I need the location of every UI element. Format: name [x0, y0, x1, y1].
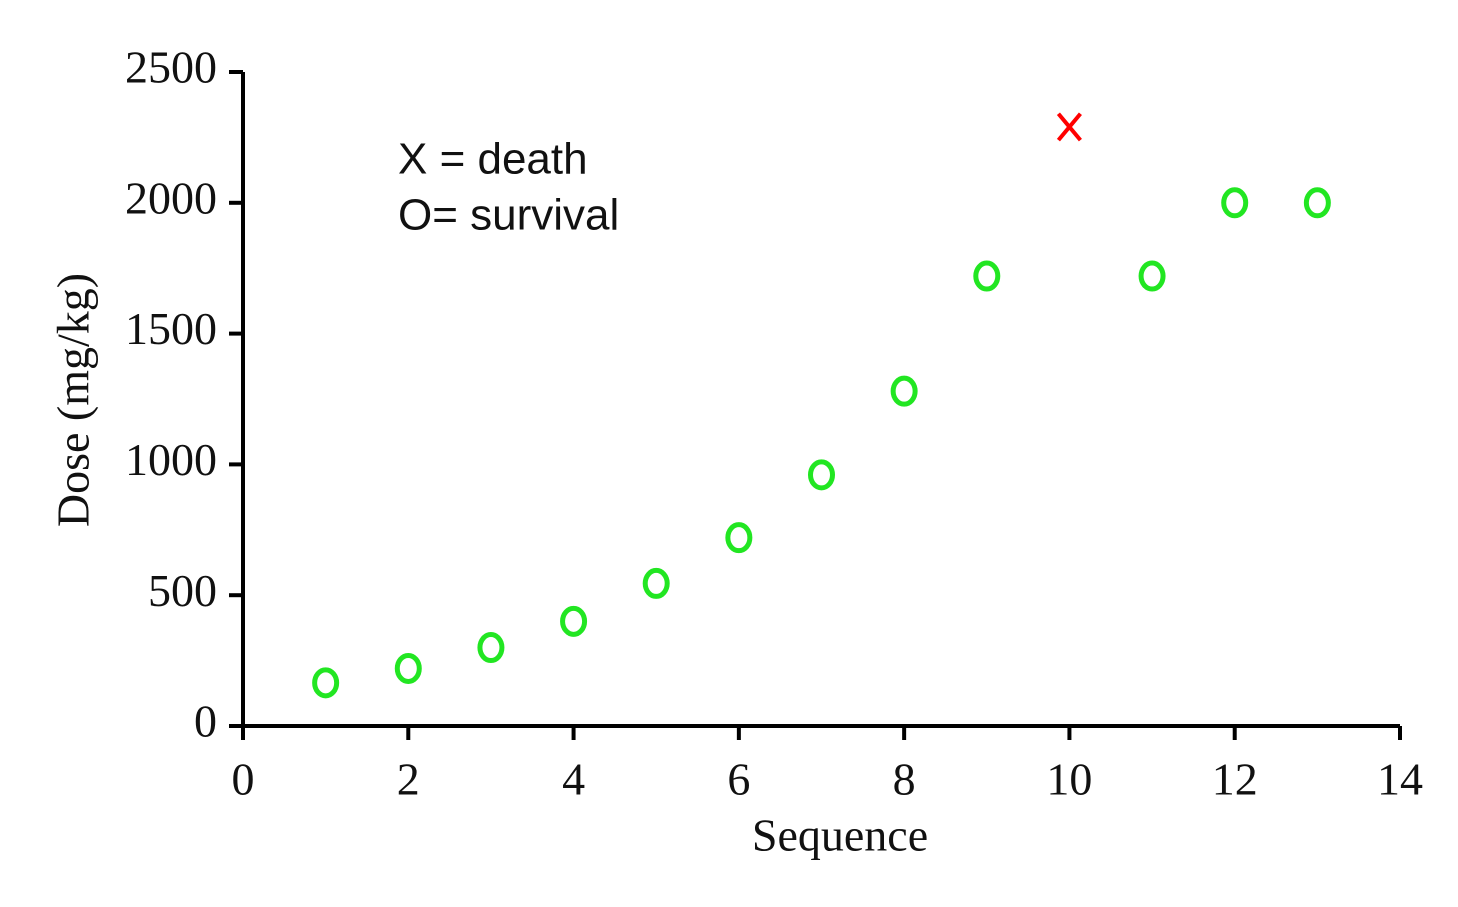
- point: [1056, 112, 1082, 142]
- x-tick-label: 12: [1212, 754, 1258, 805]
- y-axis-label: Dose (mg/kg): [48, 273, 99, 527]
- x-tick-label: 14: [1377, 754, 1423, 805]
- point: [725, 522, 753, 554]
- x-tick-label: 4: [562, 754, 585, 805]
- x-tick-label: 2: [397, 754, 420, 805]
- x-tick-label: 8: [893, 754, 916, 805]
- point: [890, 375, 918, 407]
- point: [1221, 187, 1249, 219]
- y-tick-label: 0: [194, 696, 217, 747]
- point: [642, 567, 670, 599]
- point: [1138, 260, 1166, 292]
- y-tick-label: 1500: [125, 303, 217, 354]
- y-tick-label: 500: [148, 565, 217, 616]
- point: [394, 652, 422, 684]
- x-tick-label: 0: [232, 754, 255, 805]
- y-tick-label: 1000: [125, 434, 217, 485]
- legend-entry: O= survival: [398, 191, 619, 240]
- x-axis-label: Sequence: [752, 810, 928, 861]
- x-tick-label: 6: [727, 754, 750, 805]
- y-tick-label: 2000: [125, 172, 217, 223]
- point: [312, 667, 340, 699]
- point: [477, 632, 505, 664]
- point: [1303, 187, 1331, 219]
- y-tick-label: 2500: [125, 42, 217, 93]
- point: [973, 260, 1001, 292]
- point: [560, 605, 588, 637]
- point: [808, 459, 835, 491]
- legend-entry: X = death: [398, 135, 588, 184]
- x-tick-label: 10: [1046, 754, 1092, 805]
